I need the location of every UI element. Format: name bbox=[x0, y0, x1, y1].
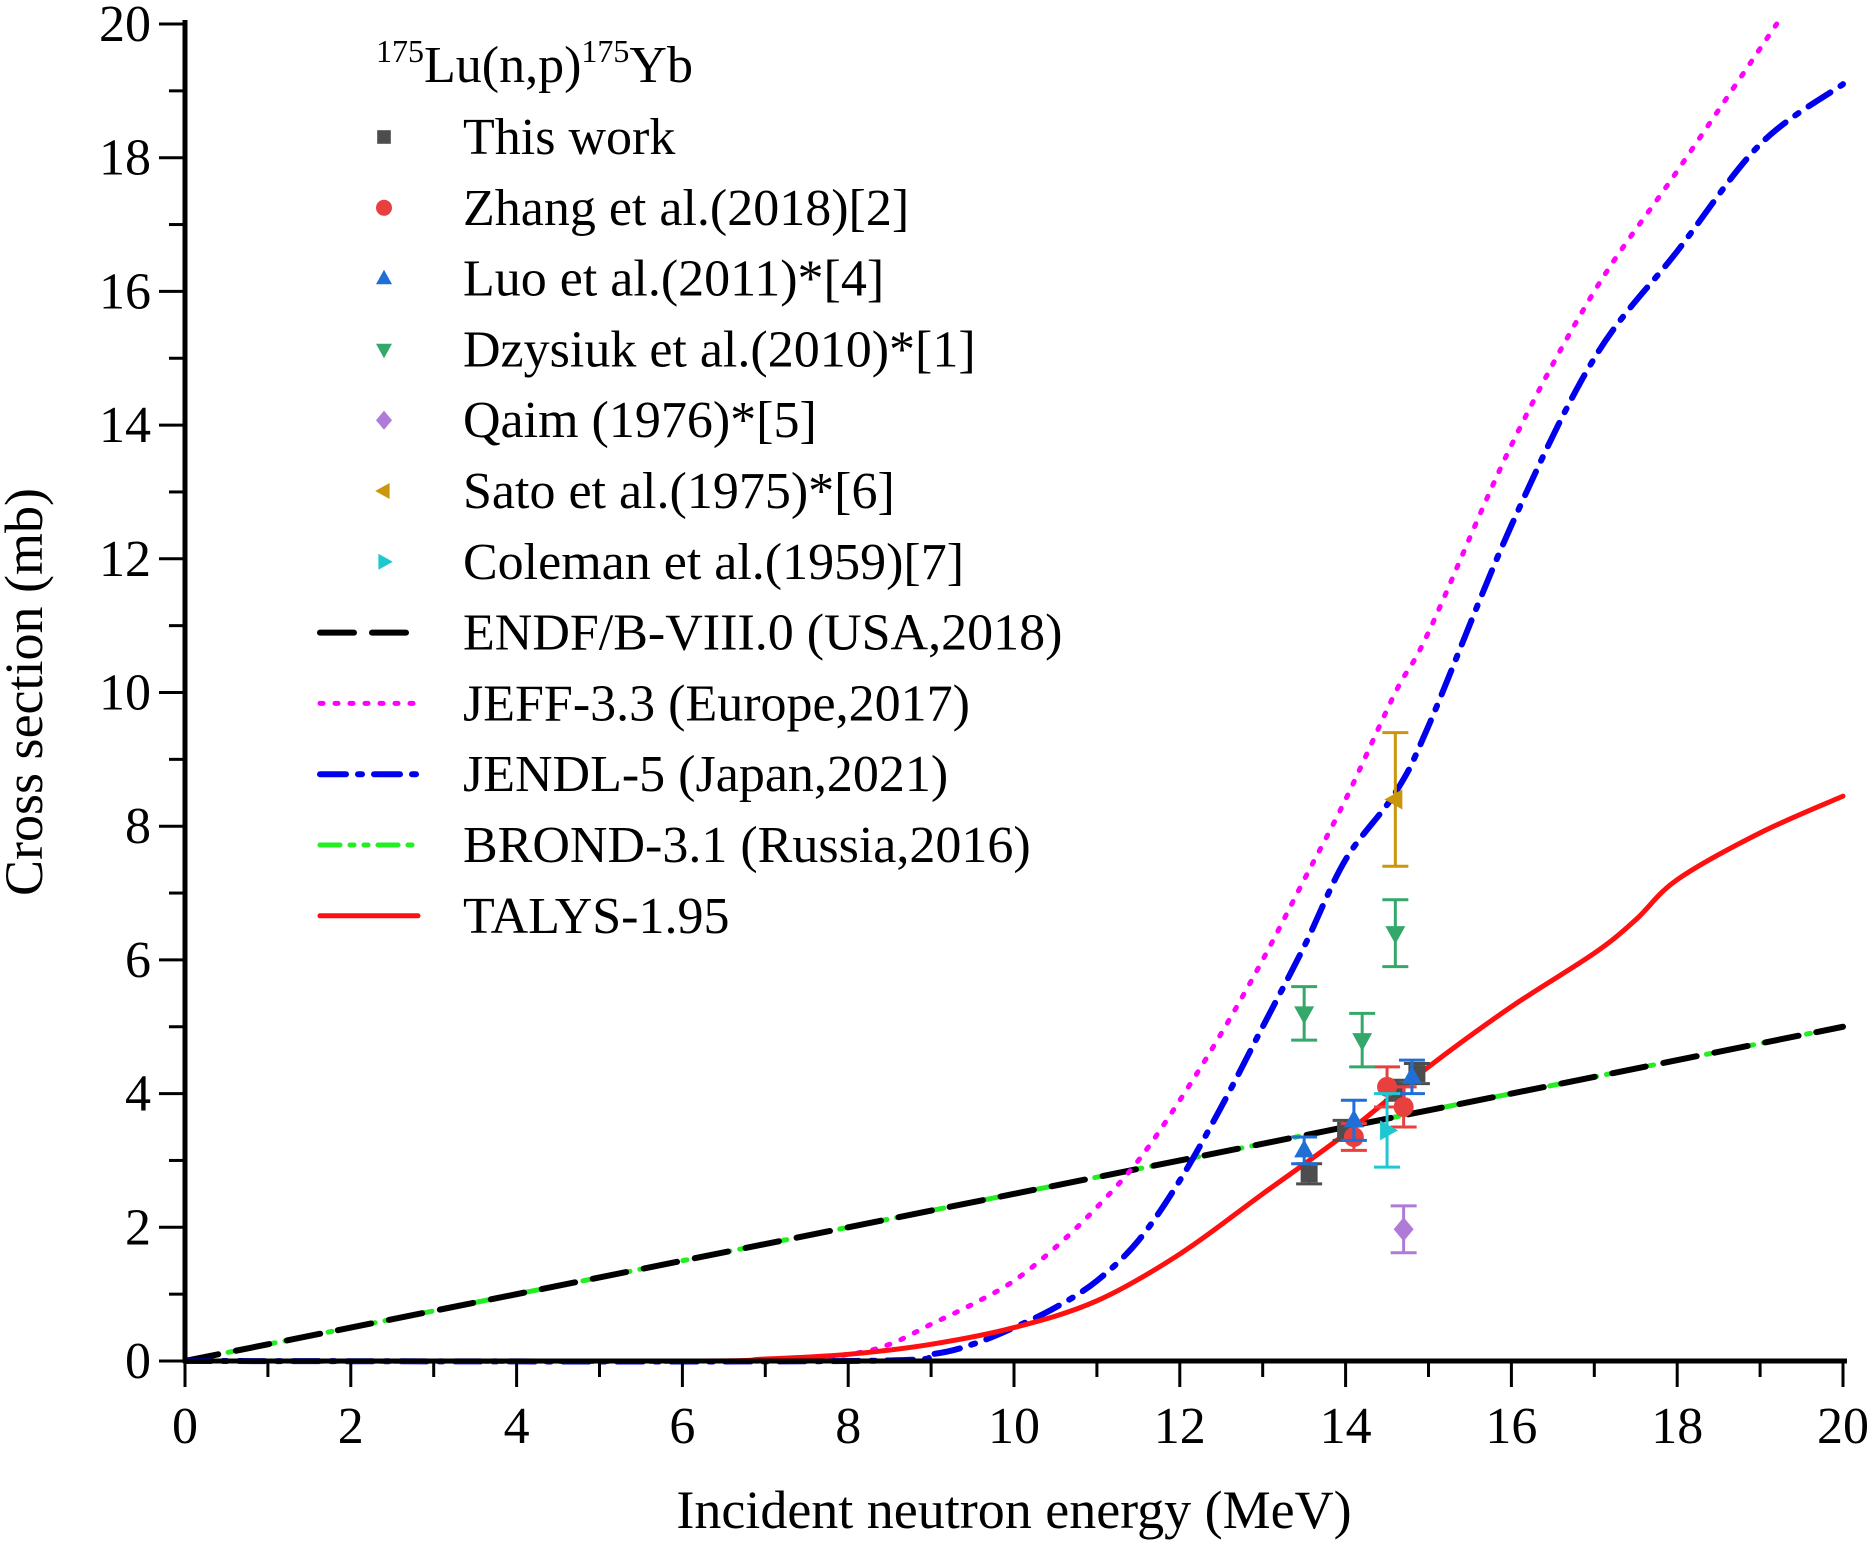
data-point-triangle-up bbox=[1401, 1065, 1422, 1084]
x-tick-label: 12 bbox=[1154, 1398, 1206, 1455]
data-point-square bbox=[1300, 1165, 1318, 1183]
x-tick-label: 4 bbox=[504, 1398, 530, 1455]
x-tick-label: 0 bbox=[172, 1398, 198, 1455]
axes: 0 2 4 6 8 10 12 14 16 18 20 0 2 4 6 8 10 12 14 16 18 20 bbox=[99, 0, 1869, 1455]
legend-label: Coleman et al.(1959)[7] bbox=[463, 534, 964, 591]
y-tick-label: 16 bbox=[99, 263, 151, 320]
legend-marker-triangle-up bbox=[376, 269, 392, 285]
legend-label: Qaim (1976)*[5] bbox=[463, 392, 817, 449]
legend-marker-diamond bbox=[376, 410, 392, 430]
title-mass-superscript: 175 bbox=[376, 33, 424, 69]
legend-label: BROND-3.1 (Russia,2016) bbox=[463, 817, 1031, 874]
y-tick-label: 6 bbox=[125, 932, 151, 989]
model-curves bbox=[182, 21, 1846, 1365]
y-tick-label: 12 bbox=[99, 531, 151, 588]
x-tick-label: 20 bbox=[1817, 1398, 1869, 1455]
legend-marker-circle bbox=[376, 199, 392, 216]
legend-label: ENDF/B-VIII.0 (USA,2018) bbox=[463, 605, 1062, 662]
title-product: Yb bbox=[629, 37, 693, 94]
x-axis-title: Incident neutron energy (MeV) bbox=[676, 1480, 1351, 1540]
title-reaction: Lu(n,p) bbox=[424, 37, 581, 94]
legend-label: JEFF-3.3 (Europe,2017) bbox=[463, 675, 970, 732]
x-tick-label: 14 bbox=[1320, 1398, 1372, 1455]
data-point-triangle-right bbox=[1380, 1120, 1399, 1141]
data-point-triangle-down bbox=[1294, 1006, 1315, 1025]
legend-marker-square bbox=[377, 130, 391, 144]
x-tick-label: 2 bbox=[338, 1398, 364, 1455]
data-point-triangle-down bbox=[1385, 926, 1406, 945]
y-tick-label: 14 bbox=[99, 397, 151, 454]
x-tick-label: 6 bbox=[669, 1398, 695, 1455]
legend-marker-triangle-down bbox=[376, 343, 392, 359]
data-point-triangle-up bbox=[1294, 1139, 1315, 1158]
y-tick-label: 18 bbox=[99, 130, 151, 187]
y-tick-label: 4 bbox=[125, 1066, 151, 1123]
curve-jendl-5 bbox=[182, 81, 1846, 1365]
y-tick-label: 10 bbox=[99, 665, 151, 722]
legend-label: Dzysiuk et al.(2010)*[1] bbox=[463, 321, 976, 378]
legend: This work Zhang et al.(2018)[2] Luo et al.… bbox=[317, 109, 1062, 945]
x-tick-label: 18 bbox=[1651, 1398, 1703, 1455]
legend-label: TALYS-1.95 bbox=[463, 888, 730, 945]
data-points bbox=[1291, 731, 1430, 1255]
y-tick-label: 2 bbox=[125, 1199, 151, 1256]
legend-label: Luo et al.(2011)*[4] bbox=[463, 251, 884, 308]
data-point-triangle-down bbox=[1352, 1033, 1373, 1052]
legend-label: JENDL-5 (Japan,2021) bbox=[463, 746, 948, 803]
legend-label: This work bbox=[463, 109, 675, 166]
legend-marker-triangle-right bbox=[378, 553, 393, 570]
legend-label: Sato et al.(1975)*[6] bbox=[463, 463, 895, 520]
data-point-triangle-up bbox=[1343, 1109, 1364, 1128]
x-tick-label: 8 bbox=[835, 1398, 861, 1455]
data-point-circle bbox=[1377, 1076, 1398, 1097]
data-point-triangle-left bbox=[1384, 789, 1403, 810]
y-axis-title: Cross section (mb) bbox=[0, 488, 54, 896]
curve-jeff-3-3 bbox=[182, 21, 1780, 1364]
x-tick-label: 16 bbox=[1485, 1398, 1537, 1455]
data-point-circle bbox=[1393, 1096, 1414, 1117]
chart-title: 175Lu(n,p)175Yb bbox=[376, 33, 693, 94]
y-tick-label: 0 bbox=[125, 1333, 151, 1390]
legend-label: Zhang et al.(2018)[2] bbox=[463, 180, 909, 237]
data-point-diamond bbox=[1393, 1217, 1414, 1242]
y-tick-label: 20 bbox=[99, 0, 151, 53]
legend-marker-triangle-left bbox=[375, 483, 390, 499]
curve-endf-b-viii-0 bbox=[182, 1023, 1846, 1364]
y-tick-label: 8 bbox=[125, 798, 151, 855]
x-tick-label: 10 bbox=[988, 1398, 1040, 1455]
title-product-superscript: 175 bbox=[581, 33, 629, 69]
